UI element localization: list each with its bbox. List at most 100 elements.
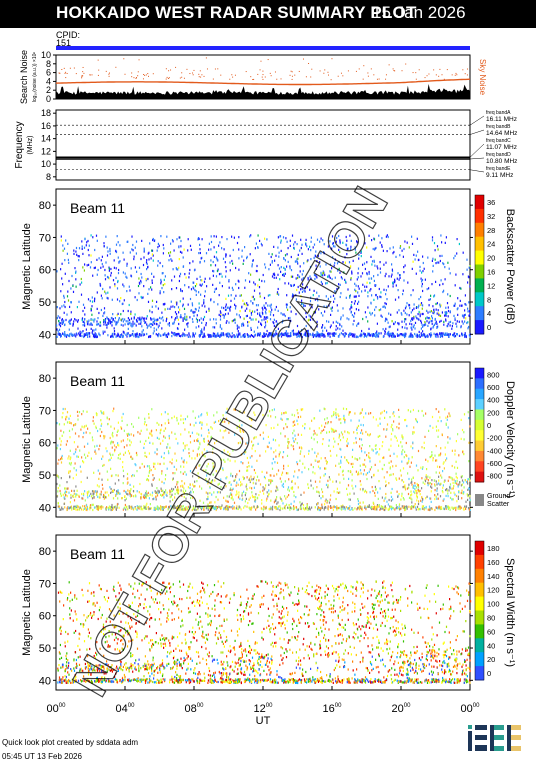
colorbar-frame [474, 194, 485, 335]
cpid-label: CPID: [56, 30, 81, 40]
plot-title: HOKKAIDO WEST RADAR SUMMARY PLOT [56, 3, 417, 22]
heatmap-cells-width [57, 580, 472, 685]
lat-ytick-label: 40 [39, 329, 51, 341]
frequency-band-leader [469, 129, 485, 135]
xaxis-label: UT [256, 715, 271, 727]
colorbar-tick-label: 12 [487, 281, 495, 290]
beam-label: Beam 11 [70, 200, 125, 216]
colorbar-tick-label: 40 [487, 641, 495, 650]
plot-date: 15 Jan 2026 [372, 3, 466, 22]
beam-label: Beam 11 [70, 373, 125, 389]
colorbar-tick-label: 0 [487, 421, 491, 430]
colorbar-tick-label: -600 [487, 459, 502, 468]
colorbar-tick-label: 160 [487, 558, 500, 567]
frequency-band-name: freq bandC [486, 138, 511, 144]
panel-frame-power [55, 188, 471, 345]
colorbar-label: Spectral Width (m s⁻¹) [504, 558, 516, 667]
colorbar-tick-label: 800 [487, 370, 500, 379]
frequency-ytick-label: 10 [41, 159, 51, 169]
lat-ylabel: Magnetic Latitude [21, 569, 33, 656]
frequency-band-leader [469, 169, 485, 173]
frequency-band-value: 10.80 MHz [486, 158, 517, 165]
isee-logo [468, 725, 521, 751]
ground-scatter-label: Scatter [487, 501, 510, 508]
colorbar-tick-label: 120 [487, 586, 500, 595]
frequency-band-value: 11.07 MHz [486, 144, 517, 151]
colorbar-tick-label: 8 [487, 295, 491, 304]
noise-ytick-label: 2 [46, 85, 51, 95]
frequency-band-value: 16.11 MHz [486, 116, 517, 123]
colorbar-tick-label: 16 [487, 267, 495, 276]
search-noise-area [56, 84, 470, 99]
colorbar-tick-label: 600 [487, 383, 500, 392]
lat-ytick-label: 50 [39, 643, 51, 655]
time-xtick-label: 1200 [254, 703, 274, 715]
lat-ytick-label: 70 [39, 232, 51, 244]
frequency-band-value: 14.64 MHz [486, 130, 517, 137]
colorbar-tick-label: 28 [487, 226, 495, 235]
noise-ytick-label: 4 [46, 76, 51, 86]
time-xtick-label: 0400 [116, 703, 136, 715]
time-xtick-label: 0800 [185, 703, 205, 715]
lat-ytick-label: 80 [39, 200, 51, 212]
noise-ytick-label: 8 [46, 59, 51, 69]
frequency-panel-frame [55, 109, 471, 181]
colorbar-label: Doppler Velocity (m s⁻¹) [504, 381, 516, 498]
colorbar-tick-label: 0 [487, 323, 491, 332]
time-xtick-label: 2000 [392, 703, 412, 715]
colorbar-tick-label: 400 [487, 396, 500, 405]
colorbar-power [475, 195, 484, 335]
frequency-band-value: 9.11 MHz [486, 172, 513, 179]
ground-scatter-swatch [475, 494, 484, 506]
ground-scatter-label: Ground [487, 493, 510, 500]
lat-ytick-label: 80 [39, 546, 51, 558]
noise-ytick-label: 10 [41, 50, 51, 60]
frequency-ylabel: Frequency [14, 121, 25, 168]
lat-ytick-label: 40 [39, 502, 51, 514]
colorbar-tick-label: 32 [487, 212, 495, 221]
noise-ytick-label: 0 [46, 94, 51, 104]
sky-noise-scatter [58, 57, 468, 81]
colorbar-label: Backscatter Power (dB) [504, 209, 516, 325]
lat-ytick-label: 50 [39, 470, 51, 482]
colorbar-tick-label: 4 [487, 309, 491, 318]
title-bar [0, 0, 536, 28]
frequency-band-name: freq bandB [486, 124, 511, 130]
frequency-ytick-label: 12 [41, 146, 51, 156]
heatmap-cells-power [56, 234, 471, 339]
lat-ytick-label: 60 [39, 265, 51, 277]
beam-label: Beam 11 [70, 546, 125, 562]
sky-noise-line [55, 78, 471, 86]
colorbar-width [475, 541, 484, 681]
colorbar-tick-label: 24 [487, 240, 495, 249]
footer-timestamp: 05:45 UT 13 Feb 2026 [2, 752, 82, 761]
time-xtick-label: 0000 [47, 703, 67, 715]
footer-credit: Quick look plot created by sddata adm [2, 738, 139, 747]
frequency-yunit: (MHz) [27, 135, 34, 154]
frequency-band-leader [469, 143, 485, 158]
lat-ytick-label: 60 [39, 611, 51, 623]
colorbar-tick-label: 200 [487, 408, 500, 417]
lat-ytick-label: 60 [39, 438, 51, 450]
colorbar-tick-label: 20 [487, 655, 495, 664]
frequency-band-leader [469, 115, 485, 126]
colorbar-tick-label: 100 [487, 600, 500, 609]
frequency-ytick-label: 8 [46, 172, 51, 182]
lat-ylabel: Magnetic Latitude [21, 223, 33, 310]
colorbar-tick-label: 36 [487, 198, 495, 207]
lat-ytick-label: 40 [39, 675, 51, 687]
noise-ytick-label: 6 [46, 68, 51, 78]
colorbar-tick-label: 20 [487, 254, 495, 263]
heatmap-cells-velocity [56, 407, 471, 512]
colorbar-frame [474, 540, 485, 681]
colorbar-tick-label: 80 [487, 613, 495, 622]
frequency-band-leader [469, 157, 485, 160]
frequency-ytick-label: 14 [41, 134, 51, 144]
frequency-ytick-label: 18 [41, 108, 51, 118]
frequency-band-name: freq bandD [486, 152, 511, 158]
lat-ytick-label: 50 [39, 297, 51, 309]
frequency-band-name: freq bandA [486, 110, 511, 116]
colorbar-tick-label: 180 [487, 544, 500, 553]
cpid-bar [56, 46, 470, 50]
